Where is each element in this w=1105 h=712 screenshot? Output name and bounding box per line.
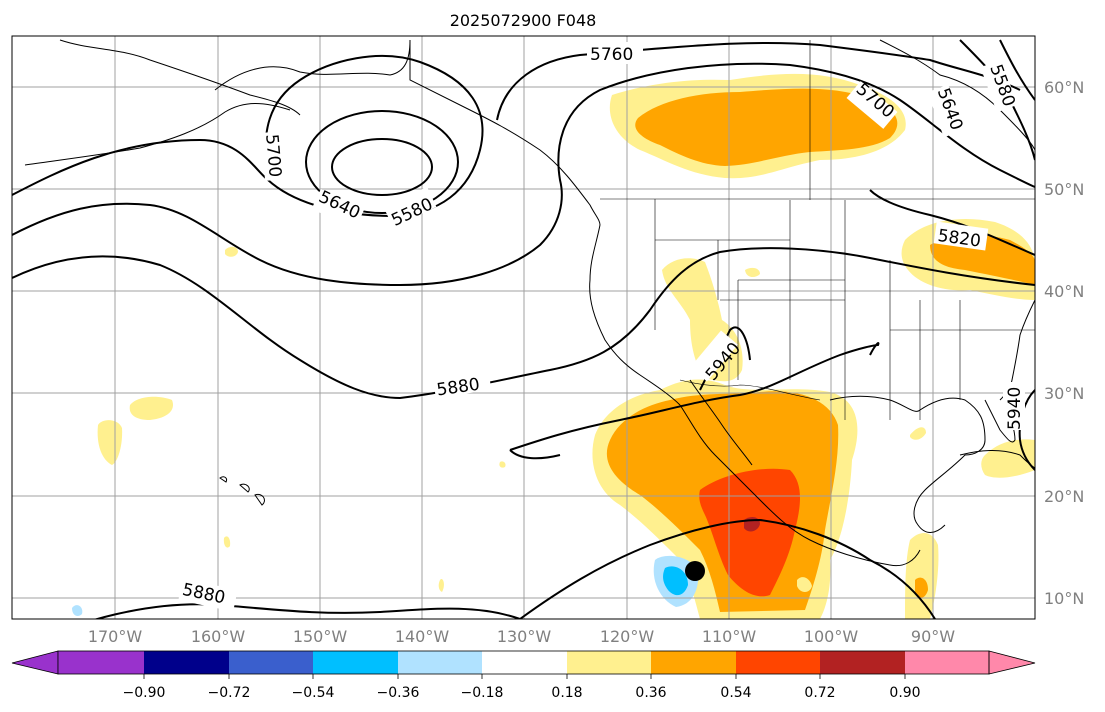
colorbar-bin-1	[58, 651, 144, 674]
lat-label-20n: 20°N	[1044, 487, 1084, 506]
field-centam-orange	[915, 577, 928, 598]
map-title: 2025072900 F048	[450, 11, 597, 30]
storm-position-dot	[685, 561, 705, 581]
field-small3	[223, 536, 231, 548]
colorbar-ticks	[143, 674, 906, 679]
colorbar-tick-label-7: 0.36	[635, 685, 666, 701]
colorbar-tick-label-6: 0.18	[551, 685, 582, 701]
field-blue-small	[72, 605, 83, 616]
lon-label-160w: 160°W	[191, 627, 246, 646]
colorbar-bin-9	[736, 651, 820, 674]
lon-label-110w: 110°W	[702, 627, 757, 646]
lon-label-130w: 130°W	[497, 627, 552, 646]
field-mexico-red	[699, 468, 800, 597]
field-hawaii1	[97, 420, 123, 465]
lat-label-60n: 60°N	[1044, 78, 1084, 97]
lat-label-10n: 10°N	[1044, 589, 1084, 608]
colorbar: −0.90 −0.72 −0.54 −0.36 −0.18 0.18 0.36 …	[11, 650, 1036, 701]
colorbar-tick-label-8: 0.54	[720, 685, 751, 701]
contour-label-5700-west: 5700	[261, 133, 285, 178]
colorbar-tick-label-10: 0.90	[889, 685, 920, 701]
lon-label-170w: 170°W	[88, 627, 143, 646]
field-lakes-orange	[930, 234, 1035, 285]
colorbar-tick-label-4: −0.36	[377, 685, 420, 701]
colorbar-bin-3	[229, 651, 313, 674]
colorbar-bin-4	[313, 651, 398, 674]
lat-label-30n: 30°N	[1044, 384, 1084, 403]
lat-label-50n: 50°N	[1044, 180, 1084, 199]
lon-label-120w: 120°W	[600, 627, 655, 646]
field-small1	[225, 246, 238, 257]
field-small5	[499, 461, 506, 468]
colorbar-bin-8	[651, 651, 736, 674]
colorbar-frame	[57, 650, 990, 675]
longitude-labels: 170°W 160°W 150°W 140°W 130°W 120°W 110°…	[88, 627, 955, 646]
colorbar-tick-label-5: −0.18	[461, 685, 504, 701]
field-carib-small	[910, 427, 926, 440]
colorbar-arrow-right	[988, 650, 1036, 675]
lon-label-140w: 140°W	[395, 627, 450, 646]
field-canada-orange	[635, 88, 898, 166]
lat-label-40n: 40°N	[1044, 282, 1084, 301]
lon-label-100w: 100°W	[804, 627, 859, 646]
geopotential-contours	[12, 39, 1035, 619]
colorbar-bin-2	[144, 651, 229, 674]
colorbar-arrow-left	[11, 650, 59, 675]
field-small4	[438, 579, 444, 592]
colorbar-bin-10	[820, 651, 905, 674]
coastlines	[24, 39, 1035, 567]
latitude-labels: 60°N 50°N 40°N 30°N 20°N 10°N	[1044, 78, 1084, 608]
field-small2	[745, 267, 760, 278]
lon-label-150w: 150°W	[293, 627, 348, 646]
colorbar-tick-label-9: 0.72	[804, 685, 835, 701]
map-frame	[11, 35, 1036, 620]
colorbar-bin-6	[482, 651, 567, 674]
field-hole	[797, 577, 812, 592]
colorbar-bin-5	[398, 651, 482, 674]
colorbar-tick-label-1: −0.90	[123, 685, 166, 701]
lon-label-90w: 90°W	[911, 627, 955, 646]
political-borders	[600, 40, 1035, 420]
colorbar-bin-11	[905, 651, 989, 674]
colorbar-bin-7	[567, 651, 651, 674]
colorbar-tick-label-3: −0.54	[292, 685, 335, 701]
colorbar-tick-label-2: −0.72	[208, 685, 251, 701]
field-blue	[663, 566, 688, 596]
contour-labels: 5760 5700 5640 5580 5700 5640 5580 5820 …	[178, 42, 1025, 612]
field-hawaii2	[129, 396, 174, 420]
map-area: 5760 5700 5640 5580 5700 5640 5580 5820 …	[12, 36, 1035, 619]
contour-label-5940-east: 5940	[1005, 387, 1025, 430]
gridlines	[12, 36, 1035, 619]
contour-label-5760: 5760	[590, 45, 633, 65]
